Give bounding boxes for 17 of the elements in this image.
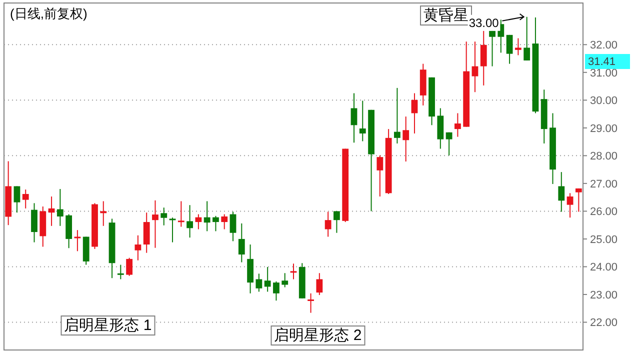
annotation: 黄昏星 (424, 7, 468, 24)
y-tick-label: 25.00 (590, 234, 618, 246)
chart-title: (日线,前复权) (10, 6, 88, 21)
y-tick-label: 23.00 (590, 289, 618, 302)
y-tick-label: 26.00 (590, 206, 618, 218)
y-tick-label: 22.00 (590, 317, 618, 330)
y-tick-label: 30.00 (590, 95, 618, 108)
y-tick-label: 28.00 (590, 150, 618, 163)
y-tick-label: 32.00 (590, 40, 618, 52)
y-tick-label: 24.00 (590, 262, 618, 274)
y-tick-label: 29.00 (590, 122, 618, 135)
annotation: 33.00 (468, 16, 500, 30)
annotation: 启明星形态 2 (274, 327, 362, 344)
text: 31.41 (588, 56, 616, 68)
y-tick-label: 27.00 (590, 178, 618, 190)
y-tick-label: 31.00 (590, 67, 618, 80)
annotation: 启明星形态 1 (64, 317, 152, 334)
